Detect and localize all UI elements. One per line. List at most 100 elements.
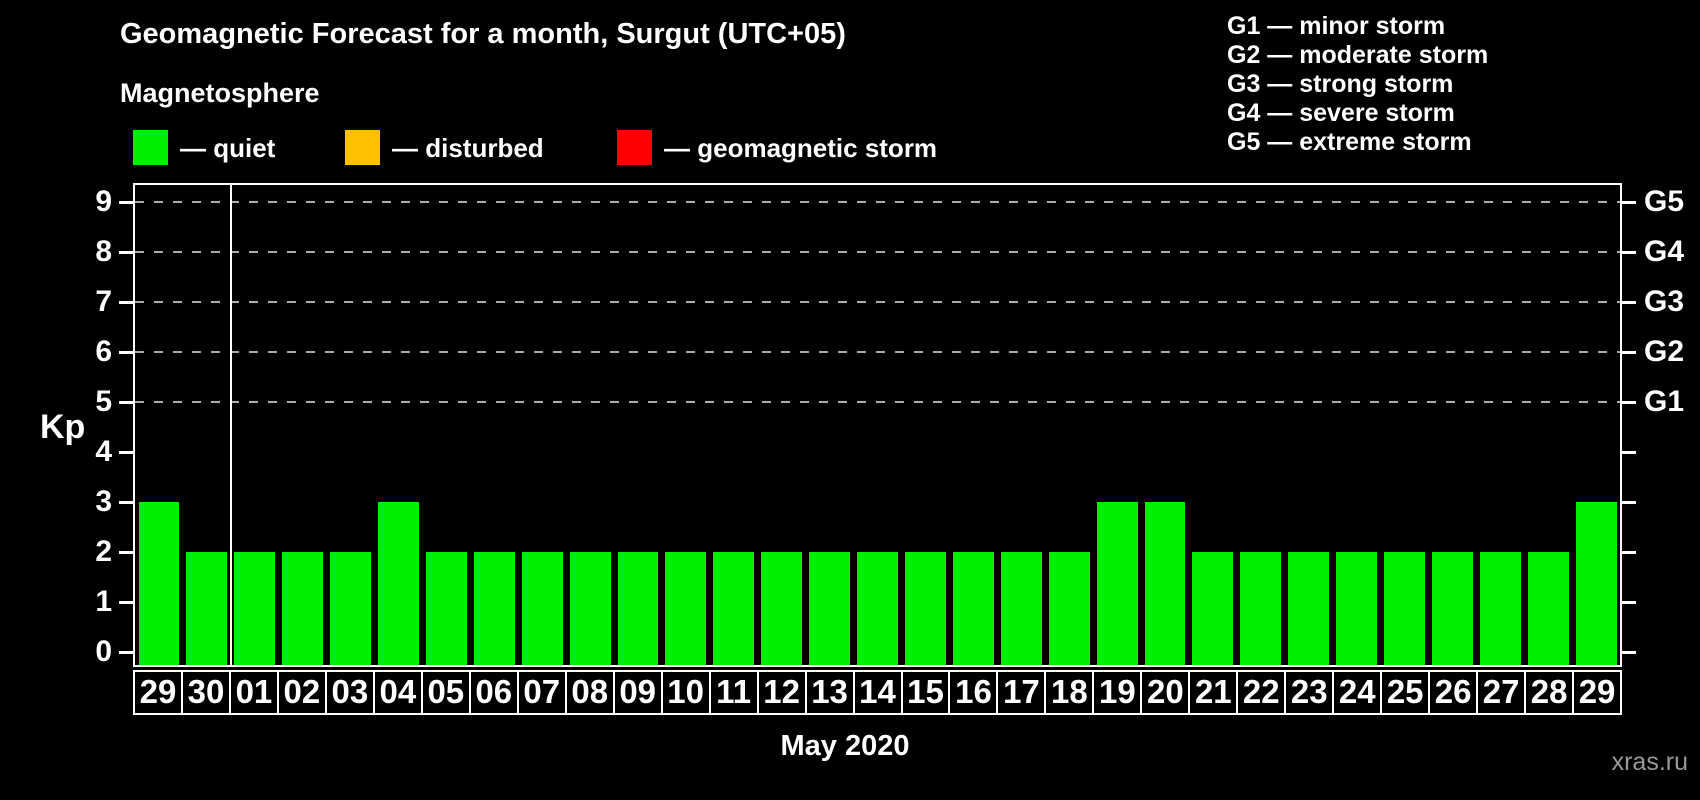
kp-bar-10 — [665, 552, 707, 665]
left-axis-tick-4 — [119, 451, 133, 454]
legend-label-quiet: — quiet — [180, 133, 276, 163]
bar-slot-26 — [1428, 185, 1476, 665]
month-separator — [229, 185, 232, 665]
magnetosphere-label: Magnetosphere — [120, 78, 320, 108]
bar-slot-11 — [710, 185, 758, 665]
date-cell-11: 11 — [708, 670, 759, 715]
bar-slot-04 — [375, 185, 423, 665]
date-cell-30: 30 — [180, 670, 231, 715]
bar-slot-18 — [1045, 185, 1093, 665]
bar-slot-09 — [614, 185, 662, 665]
y-axis-label-9: 9 — [95, 185, 112, 218]
g-legend-line-g2: G2 — moderate storm — [1227, 41, 1489, 69]
left-axis-tick-7 — [119, 301, 133, 304]
date-cell-04: 04 — [372, 670, 423, 715]
kp-bar-22 — [1240, 552, 1282, 665]
bar-slot-21 — [1189, 185, 1237, 665]
y-axis-label-2: 2 — [95, 535, 112, 568]
kp-bar-20 — [1144, 502, 1186, 665]
kp-bar-09 — [617, 552, 659, 665]
kp-bar-17 — [1000, 552, 1042, 665]
bar-slot-12 — [758, 185, 806, 665]
bar-slot-19 — [1093, 185, 1141, 665]
kp-bar-12 — [761, 552, 803, 665]
date-cell-03: 03 — [324, 670, 375, 715]
y-axis-label-5: 5 — [95, 385, 112, 418]
bar-slot-30 — [183, 185, 231, 665]
right-axis-tick-9 — [1622, 201, 1636, 204]
right-axis-tick-4 — [1622, 451, 1636, 454]
g-legend-line-g1: G1 — minor storm — [1227, 12, 1446, 40]
kp-bar-30 — [186, 552, 228, 665]
bar-slot-14 — [854, 185, 902, 665]
date-cell-19: 19 — [1092, 670, 1143, 715]
kp-bar-24 — [1336, 552, 1378, 665]
date-cell-29: 29 — [1572, 670, 1623, 715]
chart-title: Geomagnetic Forecast for a month, Surgut… — [120, 18, 846, 50]
right-axis-tick-3 — [1622, 501, 1636, 504]
g-legend-line-g5: G5 — extreme storm — [1227, 128, 1472, 156]
right-axis-tick-5 — [1622, 401, 1636, 404]
legend-item-disturbed: — disturbed — [345, 130, 605, 166]
right-axis-tick-8 — [1622, 251, 1636, 254]
watermark: xras.ru — [1611, 748, 1688, 776]
kp-bar-26 — [1431, 552, 1473, 665]
bar-slot-16 — [949, 185, 997, 665]
date-cell-07: 07 — [516, 670, 567, 715]
bar-slot-01 — [231, 185, 279, 665]
left-axis-tick-1 — [119, 601, 133, 604]
kp-bar-14 — [857, 552, 898, 665]
kp-bar-28 — [1527, 552, 1569, 665]
right-axis-tick-2 — [1622, 551, 1636, 554]
gridline-kp6 — [135, 351, 1620, 353]
g-scale-label-g4: G4 — [1644, 235, 1685, 268]
kp-bar-03 — [330, 552, 372, 665]
bar-slot-24 — [1333, 185, 1381, 665]
kp-bar-06 — [473, 552, 515, 665]
left-axis-tick-8 — [119, 251, 133, 254]
kp-bar-19 — [1096, 502, 1138, 665]
left-axis-tick-3 — [119, 501, 133, 504]
g-scale-label-g3: G3 — [1644, 285, 1685, 318]
date-cell-14: 14 — [852, 670, 903, 715]
kp-bar-04 — [378, 502, 419, 665]
kp-bar-05 — [425, 552, 467, 665]
kp-bar-27 — [1479, 552, 1521, 665]
date-cell-20: 20 — [1140, 670, 1191, 715]
g-legend-line-g3: G3 — strong storm — [1227, 70, 1454, 98]
kp-bar-29 — [138, 502, 180, 665]
geomagnetic-storm-color-swatch — [617, 130, 652, 165]
y-axis-label-0: 0 — [95, 635, 112, 668]
kp-bar-08 — [569, 552, 611, 665]
date-cell-29: 29 — [133, 670, 183, 715]
date-cell-22: 22 — [1236, 670, 1287, 715]
date-cell-27: 27 — [1476, 670, 1527, 715]
date-cell-05: 05 — [420, 670, 471, 715]
date-cell-16: 16 — [948, 670, 999, 715]
left-axis-tick-6 — [119, 351, 133, 354]
date-cell-28: 28 — [1524, 670, 1575, 715]
bar-slot-28 — [1524, 185, 1572, 665]
bar-slot-07 — [518, 185, 566, 665]
date-cell-17: 17 — [996, 670, 1047, 715]
bar-slot-17 — [997, 185, 1045, 665]
plot-area — [133, 183, 1622, 667]
legend-label-disturbed: — disturbed — [392, 133, 544, 163]
date-cell-02: 02 — [276, 670, 327, 715]
legend-item-quiet: — quiet — [133, 130, 333, 166]
disturbed-color-swatch — [345, 130, 380, 165]
y-axis-label-1: 1 — [95, 585, 112, 618]
right-axis-tick-6 — [1622, 351, 1636, 354]
date-cell-09: 09 — [612, 670, 663, 715]
date-cell-25: 25 — [1380, 670, 1431, 715]
g-scale-legend: G1 — minor storm G2 — moderate storm G3 … — [1227, 12, 1488, 157]
date-cell-12: 12 — [756, 670, 807, 715]
date-cell-08: 08 — [564, 670, 615, 715]
y-axis-label-4: 4 — [95, 435, 112, 468]
gridline-kp8 — [135, 251, 1620, 253]
y-axis-label-6: 6 — [95, 335, 112, 368]
y-axis-title: Kp — [40, 408, 86, 446]
y-axis-label-3: 3 — [95, 485, 112, 518]
kp-bar-29 — [1575, 502, 1617, 665]
bar-slot-22 — [1237, 185, 1285, 665]
